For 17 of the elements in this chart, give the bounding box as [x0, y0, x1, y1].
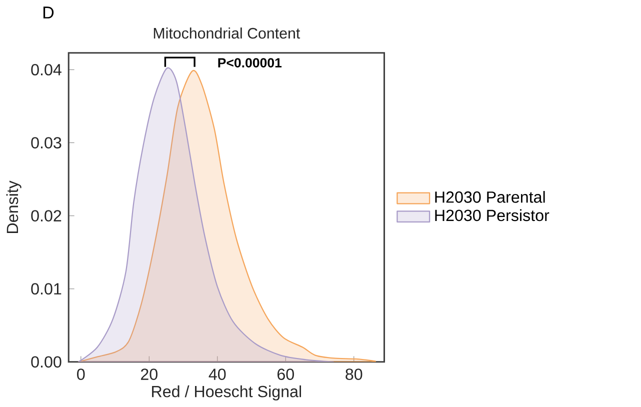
- x-axis-title: Red / Hoescht Signal: [152, 386, 301, 401]
- x-tick-label: 0: [77, 368, 85, 380]
- x-tick-label: 60: [278, 368, 294, 380]
- y-tick-label: 0.01: [31, 283, 62, 295]
- chart-title: Mitochondrial Content: [154, 28, 300, 39]
- legend-label: H2030 Persistor: [435, 209, 550, 222]
- y-tick-label: 0.03: [31, 137, 62, 149]
- legend-label: H2030 Parental: [435, 191, 545, 203]
- x-tick-label: 40: [208, 368, 226, 380]
- y-tick-label: 0.02: [31, 210, 62, 222]
- text: D: [43, 6, 54, 19]
- y-tick-label: 0.00: [31, 356, 62, 368]
- y-axis-title: Density: [6, 180, 22, 234]
- y-tick-label: 0.04: [31, 64, 62, 76]
- annotation: P<0.00001: [218, 58, 282, 68]
- x-tick-label: 20: [140, 368, 158, 380]
- x-tick-label: 80: [346, 368, 362, 380]
